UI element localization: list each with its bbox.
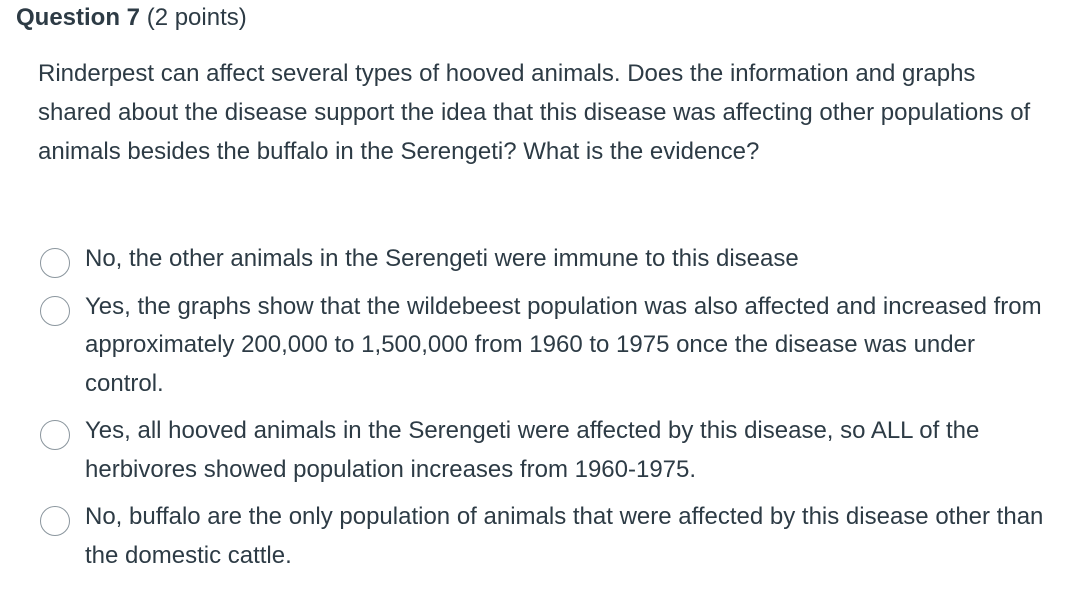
answer-option-3[interactable]: Yes, all hooved animals in the Serengeti… bbox=[40, 412, 1060, 489]
answer-option-1[interactable]: No, the other animals in the Serengeti w… bbox=[40, 240, 1060, 279]
question-header: Question 7 (2 points) bbox=[16, 3, 247, 33]
question-title: Question 7 bbox=[16, 4, 141, 31]
answer-option-4[interactable]: No, buffalo are the only population of a… bbox=[40, 498, 1060, 575]
radio-button[interactable] bbox=[40, 420, 70, 450]
answer-label: No, the other animals in the Serengeti w… bbox=[85, 245, 799, 272]
answer-label: Yes, all hooved animals in the Serengeti… bbox=[85, 417, 980, 483]
answer-option-2[interactable]: Yes, the graphs show that the wildebeest… bbox=[40, 288, 1060, 404]
question-text: Rinderpest can affect several types of h… bbox=[38, 60, 1031, 165]
answer-label: No, buffalo are the only population of a… bbox=[85, 503, 1044, 569]
question-points: (2 points) bbox=[146, 4, 247, 31]
radio-button[interactable] bbox=[40, 506, 70, 536]
radio-button[interactable] bbox=[40, 295, 70, 326]
radio-button[interactable] bbox=[40, 248, 70, 278]
answer-label: Yes, the graphs show that the wildebeest… bbox=[85, 292, 1042, 397]
answer-list: No, the other animals in the Serengeti w… bbox=[40, 240, 1060, 575]
